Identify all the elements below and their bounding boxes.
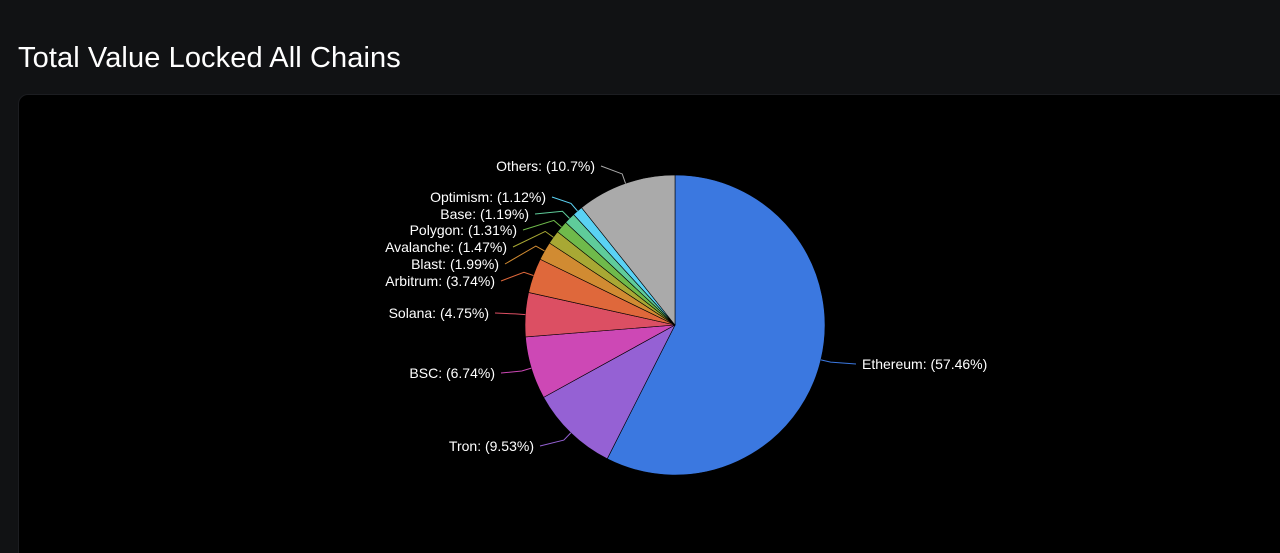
pie-chart: Ethereum: (57.46%) Tron: (9.53%) BSC: (6.7… [385,158,987,476]
leader-line-tron [539,432,572,447]
data-label-ethereum: Ethereum: (57.46%) [862,356,987,372]
leader-line-arbitrum [500,271,534,282]
leader-line-bsc [500,367,532,374]
leader-line-ethereum [820,359,857,365]
data-label-solana: Solana: (4.75%) [389,305,489,321]
data-label-bsc: BSC: (6.74%) [409,365,495,381]
leader-line-optimism [551,196,578,212]
data-label-polygon: Polygon: (1.31%) [410,222,517,238]
leader-line-base [534,210,570,219]
pie-slice-ethereum[interactable] [606,174,826,476]
data-label-optimism: Optimism: (1.12%) [430,189,546,205]
pie-slice-tron[interactable] [543,324,676,460]
data-label-blast: Blast: (1.99%) [411,256,499,272]
leader-line-solana [494,312,526,316]
leader-line-others [600,165,626,184]
leader-line-polygon [522,219,562,231]
chart-panel: Ethereum: (57.46%) Tron: (9.53%) BSC: (6.7… [18,94,1280,553]
data-label-base: Base: (1.19%) [440,206,529,222]
data-label-arbitrum: Arbitrum: (3.74%) [385,273,495,289]
leader-line-blast [504,245,545,265]
page-title: Total Value Locked All Chains [18,42,401,74]
data-label-avalanche: Avalanche: (1.47%) [385,239,507,255]
data-label-others: Others: (10.7%) [496,158,595,174]
leader-line-avalanche [512,230,554,248]
data-label-tron: Tron: (9.53%) [449,438,534,454]
